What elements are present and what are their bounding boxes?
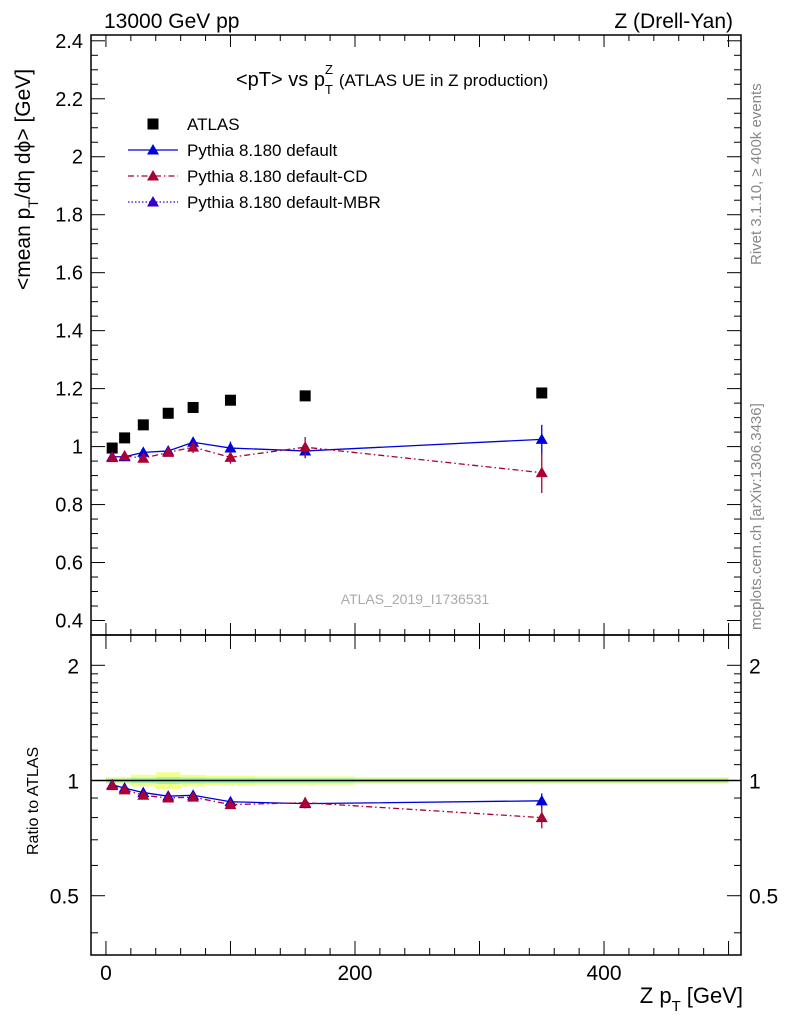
main-y-tick-label: 1.2 bbox=[55, 379, 83, 401]
main-y-tick-label: 0.8 bbox=[55, 495, 83, 517]
mcplots-credit: mcplots.cern.ch [arXiv:1306.3436] bbox=[748, 403, 765, 630]
ratio-series-layer bbox=[106, 778, 548, 829]
legend-marker bbox=[147, 144, 159, 155]
data-point bbox=[162, 446, 175, 457]
data-point bbox=[137, 419, 149, 431]
analysis-watermark: ATLAS_2019_I1736531 bbox=[341, 591, 490, 607]
main-title-rest: (ATLAS UE in Z production) bbox=[339, 71, 548, 90]
data-point bbox=[299, 390, 311, 402]
legend-label: Pythia 8.180 default bbox=[187, 141, 338, 160]
ratio-y-tick-label-right: 0.5 bbox=[749, 886, 778, 909]
main-axis-ticks: 0.4 0.6 0.8 1 1.2 1.4 1.6 1.8 2 2.2 2.4 bbox=[55, 31, 741, 635]
data-point bbox=[118, 449, 131, 461]
data-point bbox=[299, 441, 312, 452]
ratio-y-tick-label-left: 2 bbox=[67, 655, 79, 678]
ratio-point bbox=[187, 791, 200, 802]
data-point bbox=[162, 407, 174, 419]
ratio-axis-ticks: 0.5 0.5 1 1 2 2 0 200 400 bbox=[50, 635, 778, 985]
legend-entry: Pythia 8.180 default-CD bbox=[128, 167, 368, 186]
x-tick-label: 400 bbox=[587, 962, 622, 985]
legend-marker bbox=[147, 196, 159, 207]
data-point bbox=[137, 446, 150, 457]
legend-label: Pythia 8.180 default-MBR bbox=[187, 193, 381, 212]
main-y-tick-label: 1.6 bbox=[55, 263, 83, 285]
main-y-label-rest: /dη dϕ> [GeV] bbox=[12, 69, 35, 199]
main-y-tick-label: 2.2 bbox=[55, 89, 83, 111]
panel-frames bbox=[90, 34, 742, 956]
legend-entry: Pythia 8.180 default bbox=[128, 141, 338, 160]
ratio-y-axis-label: Ratio to ATLAS bbox=[25, 747, 42, 855]
main-y-label-sub: T bbox=[25, 199, 41, 208]
ratio-panel-frame bbox=[90, 634, 742, 956]
x-label-text: Z p bbox=[640, 983, 672, 1008]
data-point bbox=[187, 401, 199, 413]
data-point bbox=[535, 466, 548, 478]
main-y-tick-label: 0.4 bbox=[55, 611, 83, 633]
rivet-version: Rivet 3.1.10, ≥ 400k events bbox=[748, 83, 765, 265]
data-point bbox=[535, 433, 548, 444]
ratio-point bbox=[535, 811, 548, 823]
ratio-y-tick-label-right: 1 bbox=[749, 771, 761, 794]
data-point bbox=[137, 452, 150, 463]
series-0 bbox=[106, 387, 548, 454]
legend-entry: ATLAS bbox=[147, 115, 240, 134]
main-series-layer bbox=[106, 387, 548, 493]
main-y-tick-label: 1.8 bbox=[55, 205, 83, 227]
header-process: Z (Drell-Yan) bbox=[614, 10, 733, 33]
data-point bbox=[119, 432, 131, 444]
main-y-tick-label: 1 bbox=[72, 437, 83, 459]
x-axis-label: Z pT [GeV] bbox=[640, 983, 743, 1015]
main-title-sub: T bbox=[325, 82, 333, 97]
data-point bbox=[106, 451, 119, 463]
legend-marker bbox=[147, 170, 159, 181]
ratio-point bbox=[106, 779, 119, 791]
ratio-point bbox=[137, 789, 150, 800]
legend-marker bbox=[147, 118, 159, 130]
x-label-sub: T bbox=[672, 998, 681, 1015]
legend-label: ATLAS bbox=[187, 115, 240, 134]
x-tick-label: 200 bbox=[337, 962, 372, 985]
main-title-sup: Z bbox=[325, 62, 333, 77]
ratio-point bbox=[299, 796, 312, 808]
main-y-tick-label: 0.6 bbox=[55, 553, 83, 575]
legend-entry: Pythia 8.180 default-MBR bbox=[128, 193, 381, 212]
main-y-label-text: <mean p bbox=[12, 208, 35, 290]
series-line bbox=[112, 446, 542, 474]
main-y-tick-label: 1.4 bbox=[55, 321, 83, 343]
ratio-point bbox=[162, 792, 175, 803]
data-point bbox=[224, 394, 236, 406]
main-y-axis-label: <mean pT/dη dϕ> [GeV] bbox=[12, 69, 41, 290]
header-energy: 13000 GeV pp bbox=[104, 10, 239, 33]
ratio-point bbox=[224, 798, 237, 810]
legend: ATLAS Pythia 8.180 default Pythia 8.180 de… bbox=[128, 115, 381, 212]
x-label-rest: [GeV] bbox=[687, 983, 743, 1008]
main-y-tick-label: 2 bbox=[72, 147, 83, 169]
main-title-text: <pT> vs p bbox=[236, 69, 325, 91]
series-2 bbox=[106, 437, 548, 493]
main-title: <pT> vs pZ T (ATLAS UE in Z production) bbox=[236, 62, 548, 97]
data-point bbox=[106, 442, 118, 454]
data-point bbox=[224, 451, 237, 462]
ratio-point bbox=[118, 783, 131, 795]
x-tick-label: 0 bbox=[100, 962, 112, 985]
data-point bbox=[187, 441, 200, 452]
ratio-y-tick-label-right: 2 bbox=[749, 655, 761, 678]
ratio-y-tick-label-left: 0.5 bbox=[50, 886, 79, 909]
data-point bbox=[536, 387, 548, 399]
data-point bbox=[224, 442, 237, 453]
ratio-point bbox=[535, 794, 548, 806]
legend-label: Pythia 8.180 default-CD bbox=[187, 167, 368, 186]
main-y-tick-label: 2.4 bbox=[55, 31, 83, 53]
series-line bbox=[112, 438, 542, 458]
ratio-series-1 bbox=[106, 779, 548, 829]
ratio-y-tick-label-left: 1 bbox=[67, 771, 79, 794]
